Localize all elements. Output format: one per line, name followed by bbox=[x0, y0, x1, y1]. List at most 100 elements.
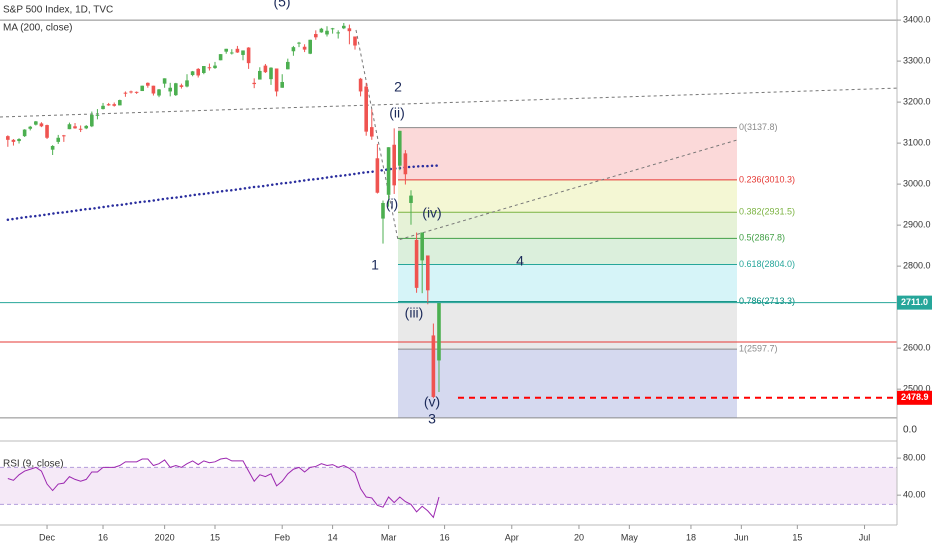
candle-body bbox=[397, 130, 402, 166]
fib-band bbox=[398, 179, 737, 213]
candle-body bbox=[241, 50, 245, 55]
candle-body bbox=[22, 129, 27, 137]
price-tag-label: 2711.0 bbox=[901, 297, 928, 307]
candle-body bbox=[353, 36, 357, 46]
candle-body bbox=[297, 42, 301, 44]
fib-band bbox=[398, 349, 737, 418]
candle-body bbox=[207, 67, 212, 69]
candle-body bbox=[56, 137, 61, 142]
candle-body bbox=[129, 91, 133, 93]
candle-body bbox=[437, 302, 441, 361]
price-tag bbox=[897, 390, 932, 405]
x-tick-label: 16 bbox=[98, 532, 108, 542]
ma-line bbox=[6, 164, 441, 222]
candle-body bbox=[246, 47, 251, 64]
fib-label: 0.5(2867.8) bbox=[739, 233, 785, 243]
candle-body bbox=[123, 92, 128, 94]
y-tick-label: 2800.0 bbox=[903, 261, 931, 271]
wave-label: 1 bbox=[371, 257, 379, 273]
candle-body bbox=[84, 125, 89, 129]
candle-body bbox=[341, 25, 346, 29]
y-tick-label: 3200.0 bbox=[903, 96, 931, 106]
candle-body bbox=[28, 126, 33, 129]
rsi-tick-label: 80.00 bbox=[903, 452, 926, 462]
candle-body bbox=[286, 61, 290, 70]
candle-body bbox=[409, 195, 413, 203]
price-tag-label: 2478.9 bbox=[901, 392, 929, 402]
wave-labels: (5) 2 (ii) (i) 1 (iv) 4 (iii) (v) 3 bbox=[273, 0, 524, 427]
fib-band bbox=[398, 212, 737, 239]
candle-body bbox=[414, 239, 419, 288]
candle-body bbox=[140, 85, 145, 92]
fib-band bbox=[398, 238, 737, 265]
x-tick-label: Jun bbox=[734, 532, 749, 542]
fib-band bbox=[398, 301, 737, 350]
x-tick-label: 2020 bbox=[155, 532, 175, 542]
candle-body bbox=[230, 52, 234, 54]
y-tick-label: 3100.0 bbox=[903, 137, 931, 147]
candle-body bbox=[106, 104, 111, 106]
wave-label: 4 bbox=[516, 253, 524, 269]
candle-body bbox=[258, 70, 262, 80]
candle-body bbox=[45, 125, 49, 138]
x-tick-label: 15 bbox=[792, 532, 802, 542]
y-tick-label: 2900.0 bbox=[903, 220, 931, 230]
fib-label: 0.786(2713.3) bbox=[739, 296, 795, 306]
wave-label: (iii) bbox=[405, 305, 424, 321]
scale-label: 0.0 bbox=[903, 425, 917, 436]
candle-body bbox=[50, 145, 55, 150]
x-tick-label: May bbox=[621, 532, 639, 542]
candle-body bbox=[162, 78, 167, 84]
x-tick-label: 15 bbox=[210, 532, 220, 542]
candle-body bbox=[269, 67, 273, 80]
candle-body bbox=[101, 105, 105, 110]
x-tick-label: Apr bbox=[505, 532, 519, 542]
x-tick-label: 18 bbox=[686, 532, 696, 542]
candle-body bbox=[62, 135, 66, 137]
indicator-label: MA (200, close) bbox=[3, 23, 72, 34]
candle-body bbox=[381, 202, 385, 219]
candle-body bbox=[134, 91, 139, 93]
candle-body bbox=[185, 80, 189, 87]
wave-label: (ii) bbox=[389, 105, 405, 121]
y-tick-label: 3000.0 bbox=[903, 178, 931, 188]
x-tick-label: Mar bbox=[381, 532, 397, 542]
rsi-band bbox=[0, 467, 897, 505]
rsi-label: RSI (9, close) bbox=[3, 459, 64, 470]
candle-body bbox=[336, 32, 340, 34]
candle-body bbox=[375, 158, 380, 193]
y-tick-label: 2600.0 bbox=[903, 343, 931, 353]
candle-body bbox=[157, 89, 161, 96]
candle-body bbox=[95, 114, 100, 116]
candle-body bbox=[190, 71, 195, 76]
candle-body bbox=[151, 85, 156, 94]
fib-band bbox=[398, 127, 737, 180]
candle-body bbox=[330, 28, 335, 30]
candle-body bbox=[280, 82, 285, 88]
candle-body bbox=[146, 82, 150, 86]
candle-body bbox=[168, 87, 173, 92]
rsi-line bbox=[7, 457, 440, 519]
candle-body bbox=[386, 147, 391, 195]
candle-body bbox=[369, 127, 374, 137]
candle-body bbox=[308, 39, 312, 54]
x-tick-label: Jul bbox=[859, 532, 871, 542]
chart-title: S&P 500 Index, 1D, TVC bbox=[3, 5, 113, 16]
candle-body bbox=[224, 48, 229, 52]
wave-label: 3 bbox=[428, 411, 436, 427]
candle-body bbox=[431, 335, 436, 397]
candle-body bbox=[112, 104, 117, 106]
candle-body bbox=[179, 85, 184, 87]
candle-body bbox=[291, 47, 296, 52]
candle-body bbox=[218, 54, 223, 61]
candle-body bbox=[358, 78, 363, 92]
candle-body bbox=[90, 114, 94, 127]
x-tick-label: 20 bbox=[574, 532, 584, 542]
x-tick-label: Feb bbox=[274, 532, 290, 542]
candle-body bbox=[174, 83, 178, 96]
wave-label: (i) bbox=[386, 196, 398, 212]
y-tick-label: 2500.0 bbox=[903, 384, 931, 394]
